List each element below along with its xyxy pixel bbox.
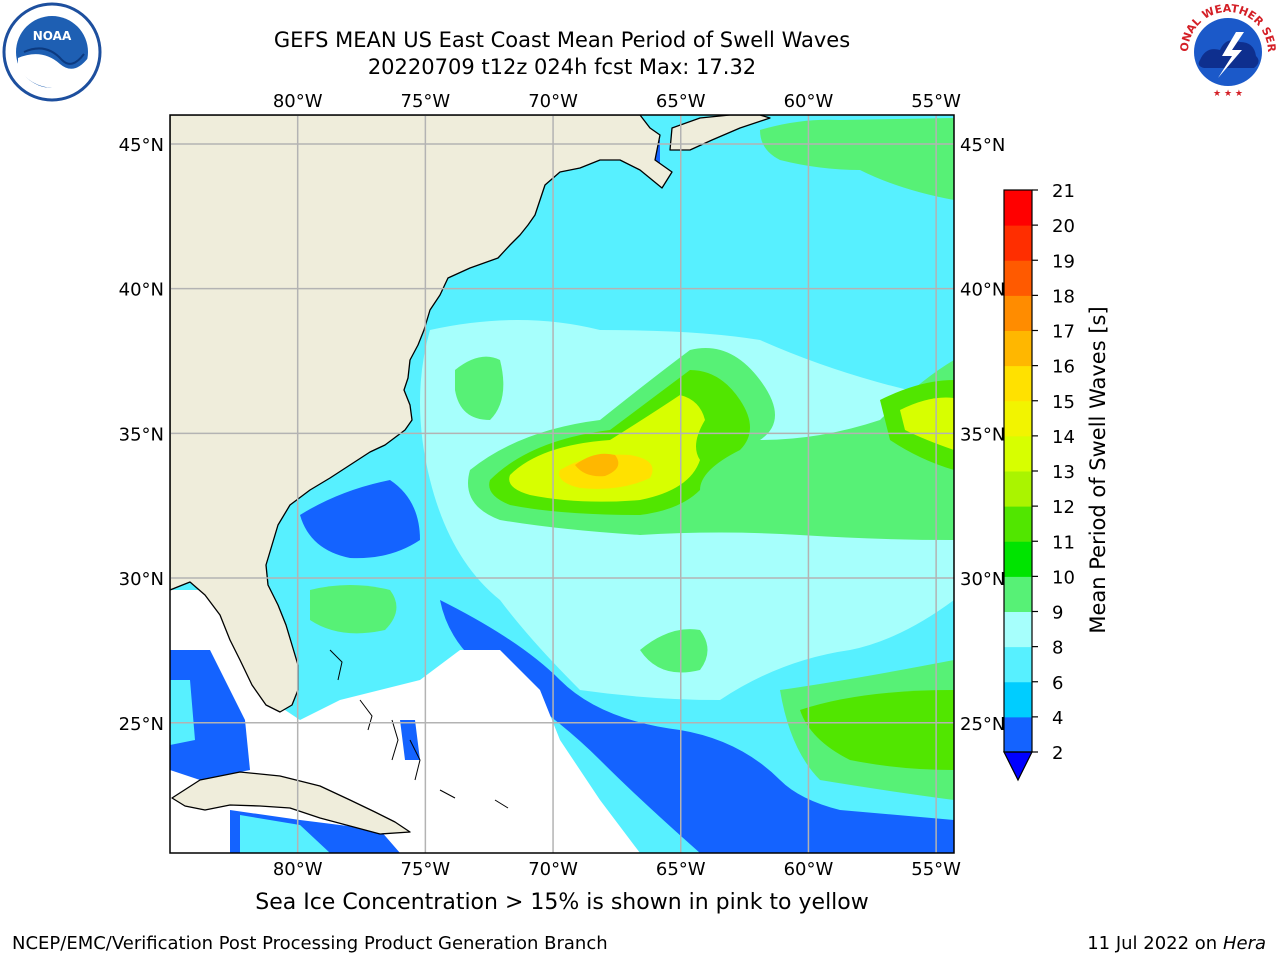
lat-label-right: 25°N: [960, 714, 1005, 735]
colorbar-tick-label: 20: [1052, 216, 1075, 237]
north-america-land: [170, 115, 673, 713]
colorbar-segment: [1004, 576, 1032, 612]
lat-label-left: 35°N: [119, 424, 164, 445]
lon-label-top: 60°W: [784, 91, 834, 112]
colorbar-tick-label: 13: [1052, 462, 1075, 483]
lon-label-top: 65°W: [656, 91, 706, 112]
colorbar-segment: [1004, 646, 1032, 683]
lon-label-top: 75°W: [401, 91, 451, 112]
lat-label-right: 30°N: [960, 569, 1005, 590]
colorbar-segment: [1004, 295, 1032, 331]
chart-subtitle: 20220709 t12z 024h fcst Max: 17.32: [367, 55, 757, 79]
chart-title: GEFS MEAN US East Coast Mean Period of S…: [273, 28, 851, 52]
colorbar-extend-arrow: [1003, 751, 1033, 782]
colorbar-tick-label: 16: [1052, 357, 1075, 378]
colorbar-segment: [1004, 400, 1032, 437]
lon-labels-bottom: 80°W 75°W 70°W 65°W 60°W 55°W: [273, 859, 961, 880]
lat-label-right: 35°N: [960, 424, 1005, 445]
noaa-logo-text: NOAA: [33, 29, 72, 43]
lat-label-right: 45°N: [960, 135, 1005, 156]
gridlines: [170, 115, 954, 853]
colorbar-tick-label: 21: [1052, 181, 1075, 202]
swell-field-15-17s: [559, 453, 653, 489]
sea-ice-note: Sea Ice Concentration > 15% is shown in …: [255, 890, 869, 915]
lat-labels-left: 45°N 40°N 35°N 30°N 25°N: [119, 135, 164, 735]
colorbar-tick-label: 2: [1052, 743, 1063, 764]
colorbar-tick-label: 6: [1052, 673, 1063, 694]
cuba: [171, 771, 411, 835]
colorbar-tick-label: 14: [1052, 427, 1075, 448]
lon-label-bottom: 65°W: [656, 859, 706, 880]
colorbar-segment: [1004, 681, 1032, 718]
lat-label-left: 45°N: [119, 135, 164, 156]
colorbar-tick-label: 19: [1052, 251, 1075, 272]
colorbar-segment: [1004, 260, 1032, 296]
footer-right: 11 Jul 2022 on Hera: [1087, 933, 1266, 954]
bahamas-islands: [329, 649, 509, 809]
noaa-logo: NOAA: [2, 2, 102, 102]
colorbar-segment: [1004, 330, 1032, 367]
colorbar-segment: [1004, 435, 1032, 472]
lat-label-right: 40°N: [960, 280, 1005, 301]
colorbar-tick-label: 18: [1052, 286, 1075, 307]
lon-label-top: 80°W: [273, 91, 323, 112]
lon-label-top: 55°W: [911, 91, 961, 112]
lon-label-bottom: 75°W: [401, 859, 451, 880]
colorbar-tick-label: 17: [1052, 322, 1075, 343]
map-frame: [169, 114, 955, 854]
caribbean-cyan-rim: [170, 680, 330, 853]
colorbar: 2 4 6 8 9 10 11 12 13 14 15 16 17 18 19 20 21: [1003, 181, 1075, 782]
colorbar-title: Mean Period of Swell Waves [s]: [1086, 306, 1110, 634]
colorbar-segment: [1004, 716, 1032, 753]
colorbar-tick-label: 9: [1052, 603, 1063, 624]
colorbar-tick-label: 4: [1052, 708, 1063, 729]
lon-label-bottom: 60°W: [784, 859, 834, 880]
lat-label-left: 40°N: [119, 280, 164, 301]
lon-label-bottom: 55°W: [911, 859, 961, 880]
footer-left: NCEP/EMC/Verification Post Processing Pr…: [12, 933, 608, 954]
swell-field-12-15s: [509, 395, 954, 502]
lon-label-bottom: 70°W: [528, 859, 578, 880]
colorbar-segment: [1004, 225, 1032, 261]
lat-labels-right: 45°N 40°N 35°N 30°N 25°N: [960, 135, 1005, 735]
colorbar-segment: [1004, 541, 1032, 577]
colorbar-tick-label: 8: [1052, 638, 1063, 659]
lat-label-left: 25°N: [119, 714, 164, 735]
footer-host: Hera: [1222, 933, 1266, 954]
lon-label-bottom: 80°W: [273, 859, 323, 880]
lat-label-left: 30°N: [119, 569, 164, 590]
lon-label-top: 70°W: [528, 91, 578, 112]
colorbar-segment: [1004, 611, 1032, 648]
colorbar-segment: [1004, 190, 1032, 226]
colorbar-segment: [1004, 365, 1032, 402]
lon-labels-top: 80°W 75°W 70°W 65°W 60°W 55°W: [273, 91, 961, 112]
svg-text:★ ★ ★: ★ ★ ★: [1213, 89, 1243, 99]
footer-date: 11 Jul 2022 on: [1087, 933, 1223, 954]
colorbar-tick-label: 11: [1052, 532, 1075, 553]
colorbar-segment: [1004, 506, 1032, 542]
land-masses: [170, 115, 771, 835]
colorbar-tick-label: 15: [1052, 392, 1075, 413]
colorbar-tick-label: 12: [1052, 497, 1075, 518]
colorbar-segment: [1004, 471, 1032, 507]
colorbar-tick-label: 10: [1052, 567, 1075, 588]
nws-logo: NATIONAL WEATHER SERVICE ★ ★ ★: [1173, 0, 1278, 102]
